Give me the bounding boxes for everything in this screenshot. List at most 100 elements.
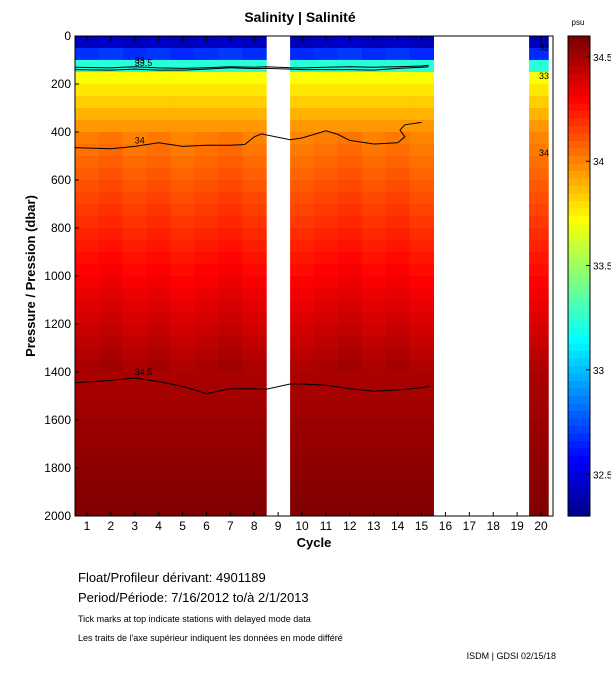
heat-cell — [98, 384, 124, 397]
heat-cell — [98, 396, 124, 409]
heat-cell — [314, 216, 339, 229]
heat-cell — [314, 120, 339, 133]
contour-label-33: 33 — [135, 56, 145, 66]
heat-cell — [98, 288, 124, 301]
heat-cell — [242, 360, 267, 373]
heat-cell — [337, 420, 363, 433]
heat-cell — [122, 312, 148, 325]
heat-cell — [122, 192, 148, 205]
heat-cell — [75, 396, 100, 409]
heat-cell — [337, 204, 363, 217]
cycle-column-1 — [75, 36, 100, 517]
heat-cell — [409, 480, 434, 493]
heat-cell — [170, 84, 195, 97]
colorbar-segment — [568, 186, 590, 195]
heat-cell — [337, 492, 363, 505]
heat-cell — [385, 444, 411, 457]
heat-cell — [337, 36, 363, 49]
heat-cell — [529, 420, 549, 433]
heat-cell — [409, 348, 434, 361]
heat-cell — [385, 288, 411, 301]
heat-cell — [409, 72, 434, 85]
colorbar-segment — [568, 418, 590, 427]
heat-cell — [242, 180, 267, 193]
heat-cell — [385, 36, 411, 49]
heat-cell — [122, 276, 148, 289]
float-info-line: Float/Profileur dérivant: 4901189 — [78, 570, 266, 585]
heat-cell — [385, 372, 411, 385]
heat-cell — [194, 96, 219, 109]
heat-cell — [361, 180, 387, 193]
contour-label-33.5: 33.5 — [135, 58, 153, 68]
heat-cell — [194, 492, 219, 505]
heat-cell — [170, 240, 195, 253]
heat-cell — [146, 252, 172, 265]
heat-cell — [98, 468, 124, 481]
heat-cell — [385, 96, 411, 109]
heat-cell — [218, 288, 243, 301]
heat-cell — [529, 84, 549, 97]
heat-cell — [385, 84, 411, 97]
heat-cell — [314, 84, 339, 97]
heat-cell — [385, 48, 411, 61]
heat-cell — [314, 108, 339, 121]
heat-cell — [170, 360, 195, 373]
heat-cell — [194, 216, 219, 229]
heat-cell — [170, 60, 195, 73]
heat-cell — [529, 492, 549, 505]
colorbar-segment — [568, 471, 590, 480]
heat-cell — [242, 48, 267, 61]
heat-cell — [194, 300, 219, 313]
heat-cell — [314, 72, 339, 85]
heat-cell — [146, 48, 172, 61]
heat-cell — [409, 276, 434, 289]
heat-cell — [361, 384, 387, 397]
colorbar-tick-label: 34 — [593, 157, 605, 168]
heat-cell — [337, 96, 363, 109]
heat-cell — [314, 60, 339, 73]
heat-cell — [361, 204, 387, 217]
heat-cell — [146, 408, 172, 421]
heat-cell — [122, 384, 148, 397]
heat-cell — [361, 336, 387, 349]
x-tick-label: 7 — [227, 519, 234, 533]
heat-cell — [146, 492, 172, 505]
x-tick-label: 5 — [179, 519, 186, 533]
heat-cell — [170, 216, 195, 229]
heat-cell — [409, 396, 434, 409]
x-tick-label: 1 — [84, 519, 91, 533]
heat-cell — [242, 96, 267, 109]
heat-cell — [385, 360, 411, 373]
heat-cell — [409, 420, 434, 433]
heat-cell — [242, 468, 267, 481]
colorbar-segment — [568, 448, 590, 457]
heat-cell — [146, 36, 172, 49]
heat-cell — [98, 504, 124, 517]
heat-cell — [98, 84, 124, 97]
heat-cell — [170, 120, 195, 133]
heat-cell — [146, 396, 172, 409]
heat-cell — [314, 228, 339, 241]
heat-cell — [290, 456, 315, 469]
heat-cell — [146, 432, 172, 445]
heat-cell — [529, 144, 549, 157]
heat-cell — [290, 108, 315, 121]
heat-cell — [194, 360, 219, 373]
heat-cell — [75, 144, 100, 157]
heat-cell — [218, 384, 243, 397]
heat-cell — [98, 492, 124, 505]
heat-cell — [337, 72, 363, 85]
heat-cell — [385, 264, 411, 277]
heat-cell — [314, 468, 339, 481]
colorbar-segment — [568, 193, 590, 202]
heat-cell — [98, 456, 124, 469]
heat-cell — [218, 504, 243, 517]
heat-cell — [122, 204, 148, 217]
heat-cell — [170, 348, 195, 361]
heat-cell — [75, 312, 100, 325]
heat-cell — [337, 324, 363, 337]
heat-cell — [385, 336, 411, 349]
heat-cell — [122, 156, 148, 169]
y-axis-label: Pressure / Pression (dbar) — [23, 195, 38, 357]
